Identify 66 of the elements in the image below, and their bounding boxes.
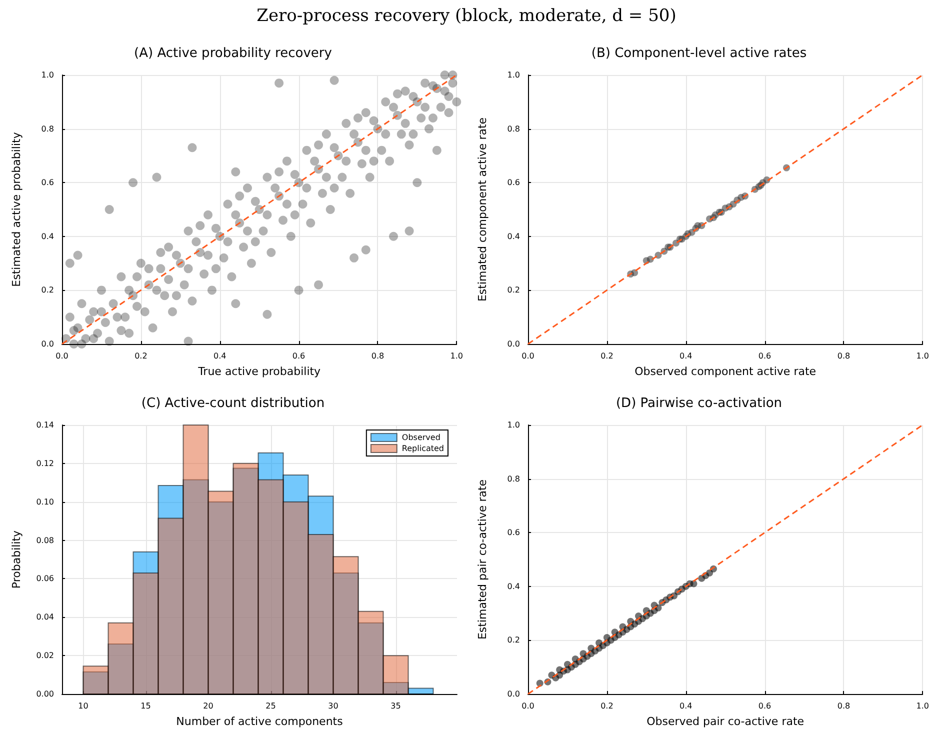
point [690,580,698,588]
y-tick-label: 0.14 [36,420,54,430]
y-tick-label: 0.2 [507,286,520,295]
y-tick-label: 0.00 [36,690,54,698]
x-tick-label: 0.4 [213,352,226,360]
y-tick-label: 0.6 [507,528,520,538]
y-tick-label: 0.6 [41,178,54,188]
legend-label: Replicated [402,444,444,453]
y-tick-label: 0.06 [36,574,54,584]
y-tick-label: 0.8 [507,124,520,134]
x-tick-label: 20 [203,702,214,710]
x-tick-label: 0.8 [837,352,850,360]
y-tick-label: 0.0 [507,340,520,348]
x-tick-label: 0.0 [522,702,534,710]
y-tick-label: 0.8 [41,124,54,134]
x-tick-label: 1.0 [916,352,930,360]
y-tick-label: 1.0 [507,420,520,430]
x-tick-label: 0.0 [56,352,68,360]
y-tick-label: 0.04 [36,612,54,622]
y-tick-label: 0.8 [507,474,520,484]
y-tick-label: 1.0 [507,70,520,80]
x-tick-label: 0.6 [758,352,772,360]
x-tick-label: 0.2 [134,352,148,360]
y-axis-title: Estimated active probability [10,132,23,287]
x-tick-label: 0.4 [679,702,692,710]
chart-title: (D) Pairwise co-activation [616,396,782,411]
x-tick-label: 0.6 [292,352,306,360]
y-tick-label: 0.4 [507,582,520,591]
y-tick-label: 1.0 [41,70,54,80]
y-tick-label: 0.4 [41,232,54,241]
y-tick-label: 0.2 [41,286,54,295]
x-axis-title: Observed component active rate [634,365,816,378]
y-axis-title: Probability [10,530,23,589]
x-tick-label: 1.0 [450,352,464,360]
y-axis-title: Estimated component active rate [476,117,489,302]
x-tick-label: 0.2 [600,702,614,710]
chart-title: (B) Component-level active rates [591,46,807,61]
y-tick-label: 0.0 [507,690,520,698]
y-tick-label: 0.6 [507,178,520,188]
x-tick-label: 0.8 [837,702,850,710]
y-tick-label: 0.02 [36,651,54,660]
x-tick-label: 25 [266,702,276,710]
x-axis-title: True active probability [197,365,322,378]
y-tick-label: 0.0 [41,340,54,348]
x-axis-title: Observed pair co-active rate [646,715,804,728]
chart-title: (A) Active probability recovery [134,46,332,61]
y-tick-label: 0.12 [36,458,54,468]
x-tick-label: 0.2 [600,352,614,360]
text: Zero-process recovery (block, moderate, d = 50) [256,6,678,26]
x-tick-label: 0.0 [522,352,534,360]
x-tick-label: 10 [78,702,88,710]
x-tick-label: 0.4 [679,352,692,360]
x-tick-label: 0.8 [371,352,384,360]
y-tick-label: 0.10 [36,497,54,506]
x-tick-label: 1.0 [916,702,930,710]
x-tick-label: 15 [140,702,151,710]
chart-title: (C) Active-count distribution [141,396,325,411]
x-axis-title: Number of active components [176,715,344,728]
x-tick-label: 30 [328,702,338,710]
y-tick-label: 0.08 [36,536,54,545]
y-tick-label: 0.4 [507,232,520,241]
y-axis-title: Estimated pair co-active rate [476,479,489,640]
y-tick-label: 0.2 [507,636,520,645]
x-tick-label: 0.6 [758,702,772,710]
legend-label: Observed [402,433,440,442]
x-tick-label: 35 [390,702,401,710]
